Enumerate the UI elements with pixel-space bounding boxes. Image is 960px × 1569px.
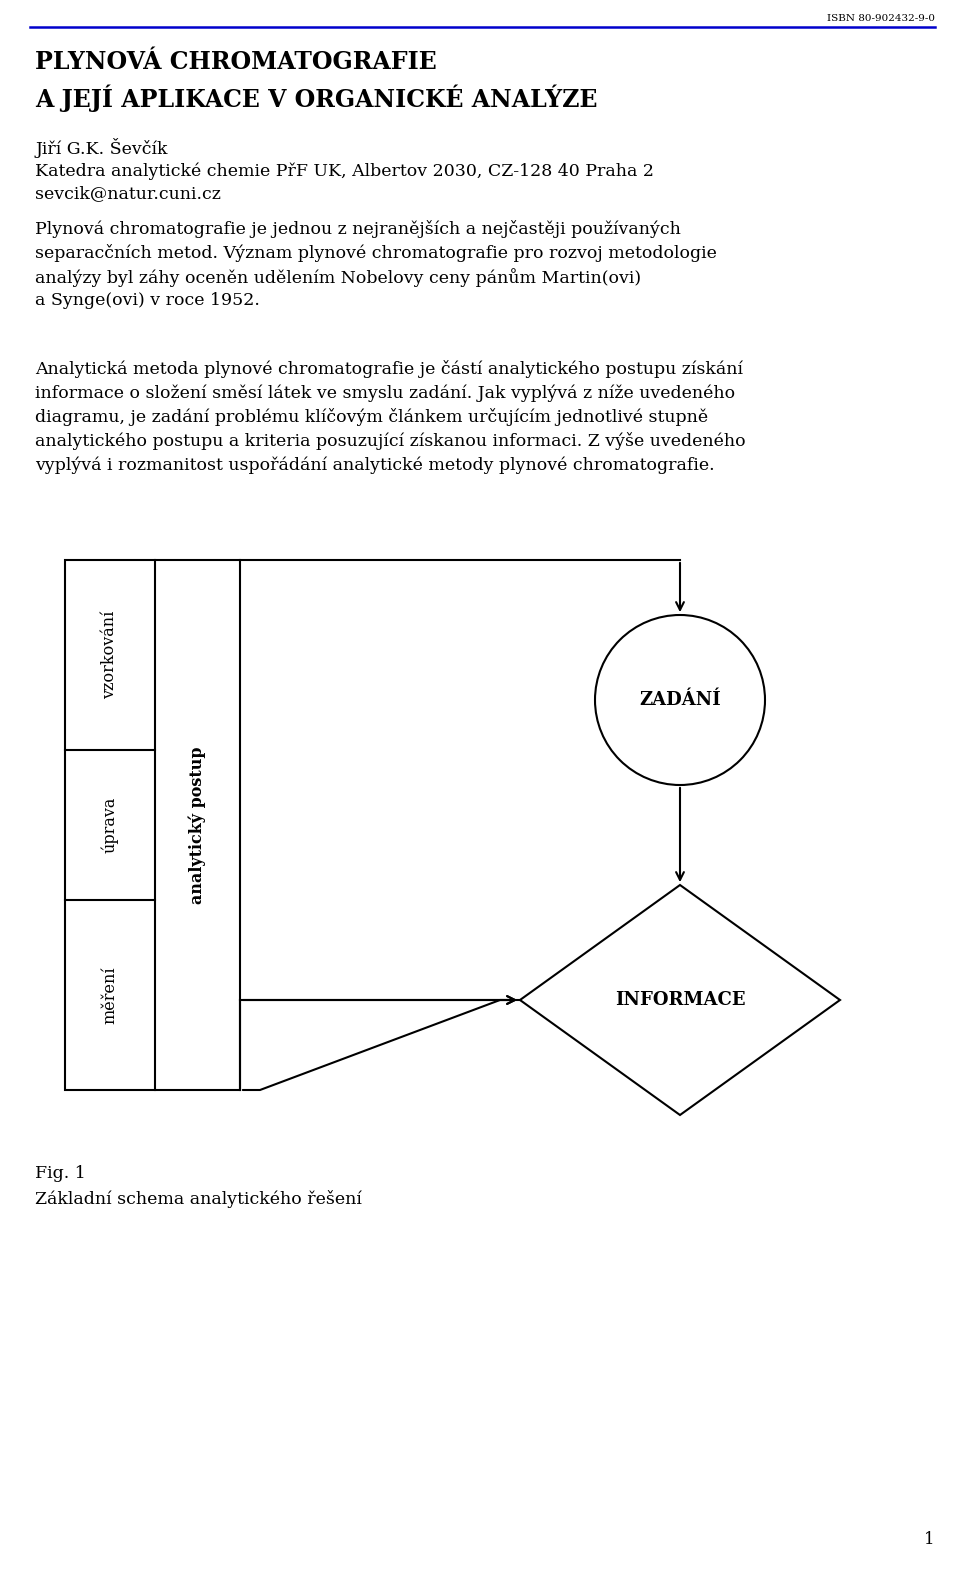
Text: ISBN 80-902432-9-0: ISBN 80-902432-9-0 [827,14,935,24]
Text: Plynová chromatografie je jednou z nejranějších a nejčastěji používaných: Plynová chromatografie je jednou z nejra… [35,220,681,238]
Text: vzorkování: vzorkování [102,610,118,700]
Text: sevcik@natur.cuni.cz: sevcik@natur.cuni.cz [35,185,221,202]
Text: separacčních metod. Význam plynové chromatografie pro rozvoj metodologie: separacčních metod. Význam plynové chrom… [35,245,717,262]
Circle shape [595,615,765,784]
Text: informace o složení směsí látek ve smyslu zadání. Jak vyplývá z níže uvedeného: informace o složení směsí látek ve smysl… [35,384,735,402]
Text: Fig. 1: Fig. 1 [35,1166,85,1181]
Text: Jiří G.K. Ševčík: Jiří G.K. Ševčík [35,138,167,158]
Text: Analytická metoda plynové chromatografie je částí analytického postupu získání: Analytická metoda plynové chromatografie… [35,359,743,378]
Text: analytický postup: analytický postup [189,747,206,904]
Text: Základní schema analytického řešení: Základní schema analytického řešení [35,1189,362,1208]
Text: A JEJÍ APLIKACE V ORGANICKÉ ANALÝZE: A JEJÍ APLIKACE V ORGANICKÉ ANALÝZE [35,85,597,113]
Text: PLYNOVÁ CHROMATOGRAFIE: PLYNOVÁ CHROMATOGRAFIE [35,50,437,74]
Text: diagramu, je zadání problému klíčovým článkem určujícím jednotlivé stupně: diagramu, je zadání problému klíčovým čl… [35,408,708,427]
Bar [65,560,240,1090]
Text: Katedra analytické chemie PřF UK, Albertov 2030, CZ-128 40 Praha 2: Katedra analytické chemie PřF UK, Albert… [35,162,654,179]
Text: ZADÁNÍ: ZADÁNÍ [639,690,721,709]
Text: měření: měření [102,967,118,1025]
Text: úprava: úprava [101,797,119,854]
Text: 1: 1 [924,1531,935,1549]
Text: analytického postupu a kriteria posuzující získanou informaci. Z výše uvedeného: analytického postupu a kriteria posuzují… [35,431,746,450]
Text: analýzy byl záhy oceněn udělením Nobelovy ceny pánům Martin(ovi): analýzy byl záhy oceněn udělením Nobelov… [35,268,641,287]
Text: vyplývá i rozmanitost uspořádání analytické metody plynové chromatografie.: vyplývá i rozmanitost uspořádání analyti… [35,457,714,474]
Text: INFORMACE: INFORMACE [614,992,745,1009]
Text: a Synge(ovi) v roce 1952.: a Synge(ovi) v roce 1952. [35,292,260,309]
Polygon shape [520,885,840,1116]
